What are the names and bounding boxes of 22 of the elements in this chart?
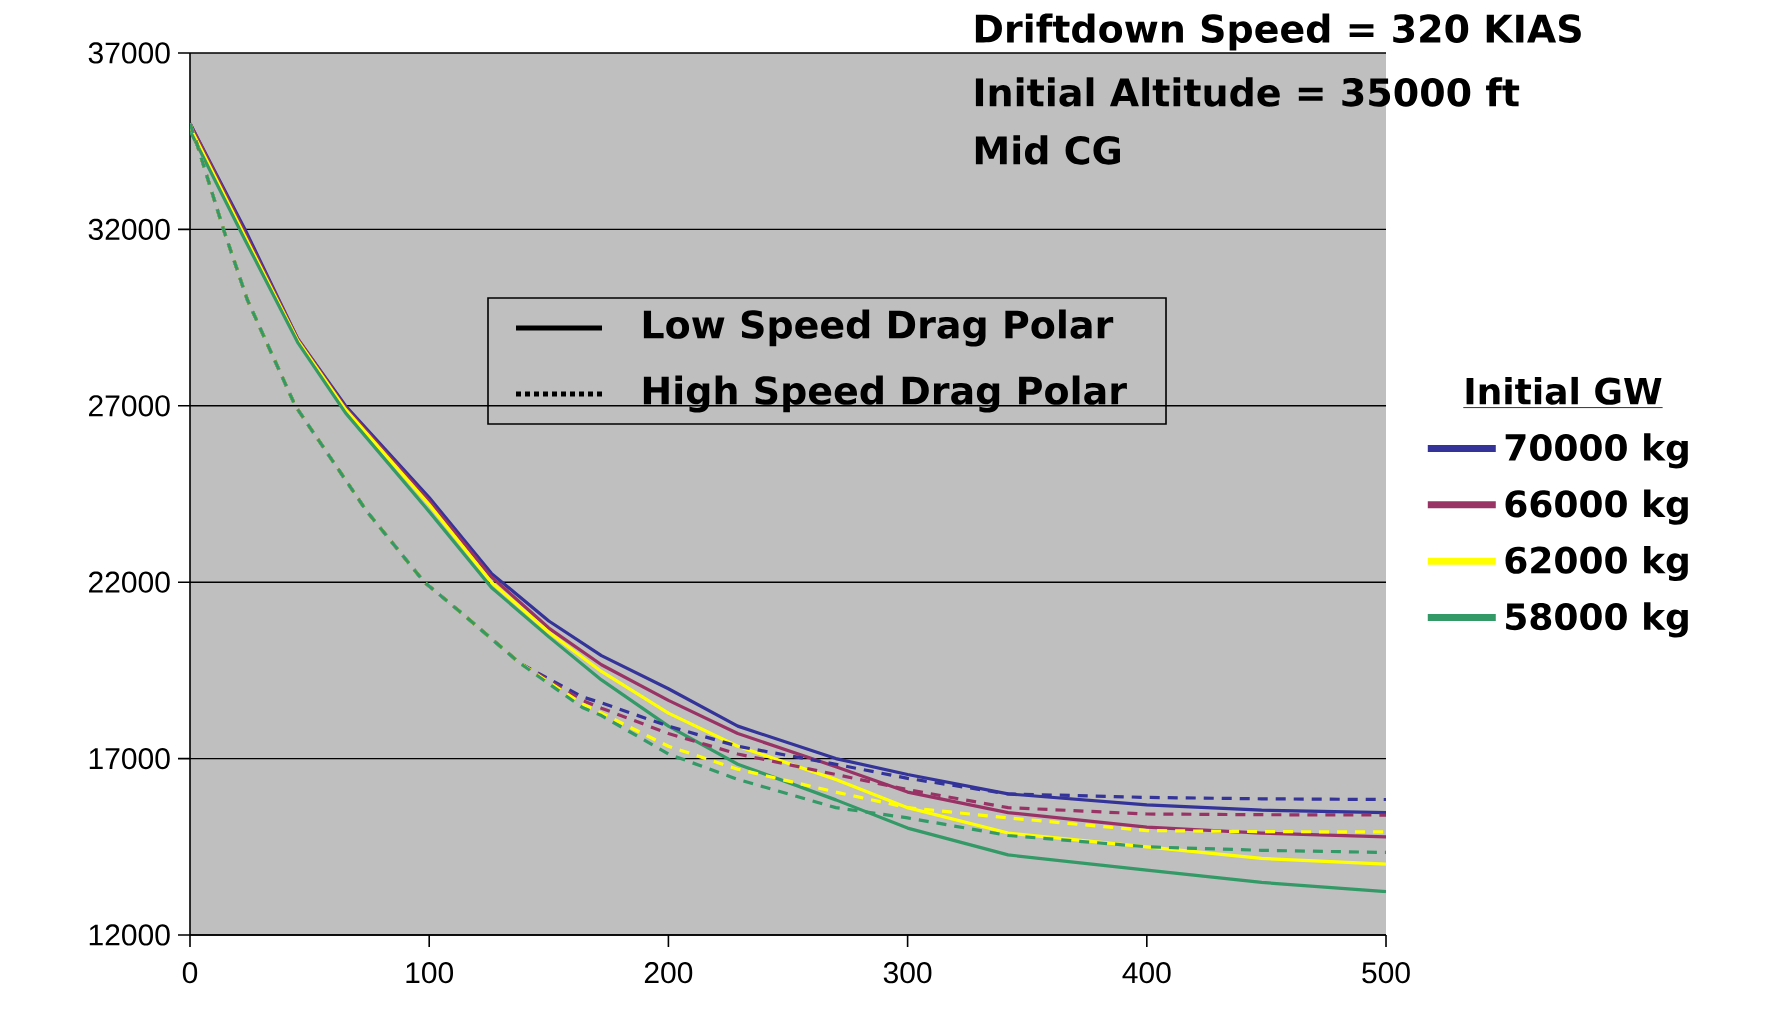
- legend-label: 66000 kg: [1505, 489, 1688, 525]
- annotation: High Speed Drag Polar: [643, 375, 1127, 413]
- x-tick-label: 100: [406, 962, 454, 984]
- y-tick-label: 37000: [88, 42, 170, 64]
- y-tick-label: 17000: [89, 747, 170, 770]
- x-tick-label: 200: [644, 962, 693, 984]
- y-tick-label: 32000: [88, 218, 170, 241]
- annotation: Mid CG: [975, 135, 1120, 165]
- legend-label: 70000 kg: [1505, 433, 1688, 469]
- annotation: Initial Altitude = 35000 ft: [975, 77, 1520, 107]
- legend-label: 62000 kg: [1505, 545, 1688, 582]
- legend-title: Initial GW: [1466, 376, 1662, 405]
- x-tick-label: 400: [1122, 962, 1171, 984]
- y-tick-label: 12000: [89, 924, 170, 946]
- text: Driftdown Speed = 320 KIAS: [975, 13, 1581, 51]
- y-tick-label: 27000: [89, 395, 170, 417]
- x-tick-label: 300: [883, 962, 932, 984]
- annotation: Low Speed Drag Polar: [643, 309, 1114, 347]
- legend-label: 58000 kg: [1506, 602, 1688, 638]
- x-tick-label: 500: [1362, 962, 1410, 984]
- x-tick-label: 0: [182, 962, 198, 984]
- y-tick-label: 22000: [89, 571, 170, 593]
